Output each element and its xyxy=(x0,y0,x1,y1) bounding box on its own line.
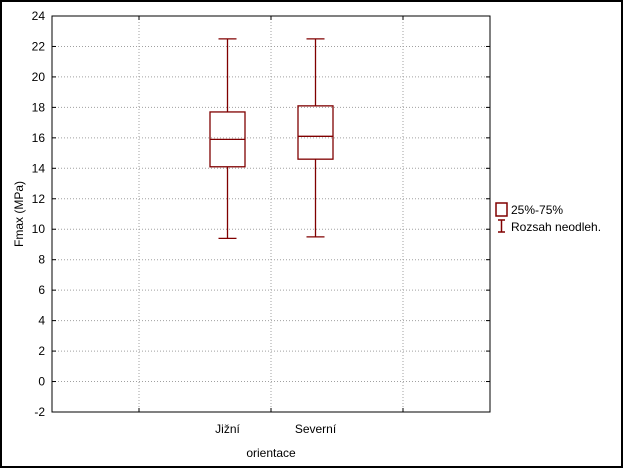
y-tick-label: -2 xyxy=(34,405,45,419)
y-tick-label: 20 xyxy=(32,70,46,84)
plot-area xyxy=(51,15,491,413)
y-tick-label: 0 xyxy=(38,375,45,389)
legend-label-box: 25%-75% xyxy=(511,203,563,217)
y-axis-title: Fmax (MPa) xyxy=(12,181,26,247)
x-axis: Jižní Severní xyxy=(138,16,404,436)
boxes-layer xyxy=(209,38,334,240)
box-2 xyxy=(297,38,334,238)
y-tick-label: 12 xyxy=(32,192,46,206)
legend: 25%-75% Rozsah neodleh. xyxy=(495,202,601,234)
y-tick-label: 22 xyxy=(32,39,46,53)
legend-whisker-swatch xyxy=(498,219,505,233)
x-tick-label: Severní xyxy=(295,422,337,436)
box-1 xyxy=(209,38,246,240)
legend-label-whisker: Rozsah neodleh. xyxy=(511,220,601,234)
x-tick-label: Jižní xyxy=(215,422,240,436)
x-axis-title: orientace xyxy=(246,446,296,460)
y-tick-label: 4 xyxy=(38,314,45,328)
y-tick-label: 6 xyxy=(38,283,45,297)
legend-box-swatch xyxy=(495,202,508,217)
y-tick-label: 2 xyxy=(38,344,45,358)
box-iqr xyxy=(297,105,334,160)
y-tick-label: 24 xyxy=(32,9,46,23)
y-tick-label: 8 xyxy=(38,253,45,267)
y-tick-label: 18 xyxy=(32,100,46,114)
y-tick-label: 14 xyxy=(32,161,46,175)
y-tick-label: 16 xyxy=(32,131,46,145)
grid-layer xyxy=(52,16,490,412)
y-tick-label: 10 xyxy=(32,222,46,236)
